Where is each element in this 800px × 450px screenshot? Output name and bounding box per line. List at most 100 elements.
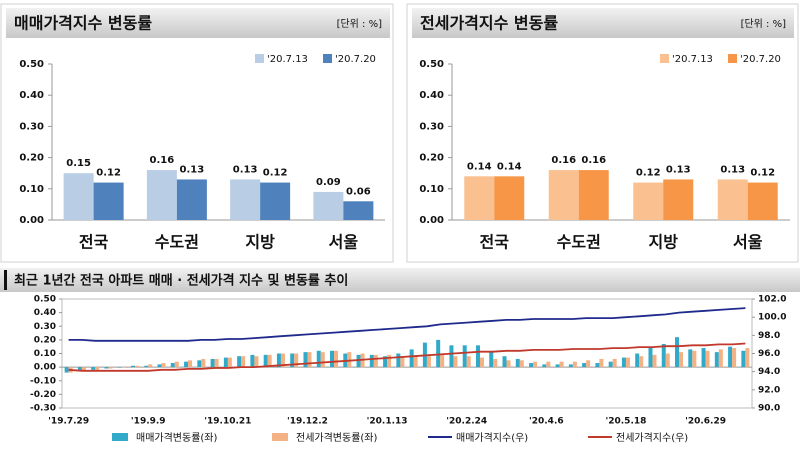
value-label: 0.14 bbox=[467, 161, 492, 172]
bar bbox=[290, 353, 295, 368]
x-tick-label: '19.12.2 bbox=[287, 417, 328, 427]
y-tick-label: 0.20 bbox=[19, 153, 44, 164]
bar bbox=[400, 356, 405, 368]
y-tick-label: 0.50 bbox=[19, 59, 44, 70]
bar bbox=[464, 176, 495, 220]
x-tick-label: '19.9.9 bbox=[131, 417, 166, 427]
bar bbox=[280, 353, 285, 368]
bar bbox=[316, 350, 321, 368]
bar bbox=[148, 364, 153, 368]
bar bbox=[717, 179, 748, 220]
bar bbox=[449, 345, 454, 368]
x-tick-label: 전국 bbox=[79, 233, 109, 252]
bar bbox=[572, 361, 577, 368]
bar bbox=[489, 352, 494, 368]
bar bbox=[559, 361, 564, 368]
legend-label: 전세가격변동률(좌) bbox=[296, 431, 378, 444]
bar bbox=[462, 345, 467, 368]
bar bbox=[728, 346, 733, 368]
legend-swatch bbox=[323, 54, 332, 63]
y2-tick-label: 100.0 bbox=[758, 313, 786, 323]
bar bbox=[568, 364, 573, 368]
value-label: 0.14 bbox=[497, 161, 522, 172]
bar bbox=[356, 354, 361, 368]
bar bbox=[214, 358, 219, 368]
value-label: 0.16 bbox=[551, 155, 576, 166]
chart-title: 최근 1년간 전국 아파트 매매 · 전세가격 지수 및 변동률 추이 bbox=[14, 273, 348, 289]
y2-tick-label: 96.0 bbox=[758, 349, 780, 359]
x-tick-label: 서울 bbox=[733, 233, 763, 252]
x-tick-label: '19.7.29 bbox=[48, 417, 89, 427]
bar bbox=[475, 345, 480, 368]
legend-label: 전세가격지수(우) bbox=[616, 431, 688, 444]
bar bbox=[144, 365, 149, 368]
bar bbox=[130, 365, 135, 368]
bar bbox=[184, 361, 189, 368]
legend-label: '20.7.20 bbox=[740, 54, 781, 65]
unit-label: [단위 : %] bbox=[337, 17, 383, 30]
legend-label: '20.7.13 bbox=[672, 54, 713, 65]
x-tick-label: 수도권 bbox=[557, 233, 601, 252]
bar bbox=[714, 352, 719, 368]
value-label: 0.16 bbox=[150, 155, 175, 166]
bar bbox=[157, 364, 162, 368]
legend-swatch bbox=[660, 54, 669, 63]
x-tick-label: 수도권 bbox=[155, 233, 199, 252]
bar bbox=[188, 360, 193, 368]
value-label: 0.06 bbox=[346, 186, 371, 197]
x-tick-label: '20.4.6 bbox=[529, 417, 564, 427]
y-tick-label: 0.10 bbox=[34, 349, 56, 359]
bar bbox=[608, 361, 613, 368]
value-label: 0.16 bbox=[581, 155, 606, 166]
bar bbox=[108, 367, 113, 369]
unit-label: [단위 : %] bbox=[741, 17, 787, 30]
bar bbox=[506, 360, 511, 368]
legend-swatch bbox=[255, 54, 264, 63]
bar bbox=[369, 354, 374, 368]
y-tick-label: -0.20 bbox=[30, 390, 56, 400]
bar bbox=[635, 353, 640, 368]
y-tick-label: 0.30 bbox=[419, 121, 444, 132]
bar bbox=[223, 357, 228, 368]
bar bbox=[95, 367, 100, 370]
bar bbox=[241, 356, 246, 368]
bar bbox=[227, 357, 232, 368]
line bbox=[68, 307, 746, 342]
bar bbox=[396, 353, 401, 368]
bar bbox=[267, 354, 272, 368]
bar bbox=[741, 350, 746, 368]
bar bbox=[533, 361, 538, 368]
bar bbox=[519, 360, 524, 368]
bar bbox=[705, 350, 710, 368]
bar bbox=[582, 363, 587, 368]
y-tick-label: 0.30 bbox=[34, 322, 56, 332]
y2-tick-label: 98.0 bbox=[758, 331, 780, 341]
y-tick-label: 0.00 bbox=[34, 363, 56, 373]
bar bbox=[117, 367, 122, 368]
bar bbox=[383, 356, 388, 368]
legend-swatch bbox=[728, 54, 737, 63]
bar bbox=[515, 358, 520, 368]
bar bbox=[121, 367, 126, 368]
bar bbox=[230, 179, 261, 220]
bar bbox=[747, 182, 778, 220]
bar bbox=[254, 356, 259, 368]
bar bbox=[343, 201, 374, 220]
bar bbox=[347, 352, 352, 368]
bar bbox=[134, 365, 139, 368]
bar bbox=[679, 352, 684, 368]
bar bbox=[77, 367, 82, 372]
value-label: 0.13 bbox=[666, 164, 691, 175]
bar bbox=[548, 170, 579, 220]
value-label: 0.12 bbox=[750, 168, 775, 179]
x-tick-label: 지방 bbox=[245, 233, 275, 252]
line bbox=[68, 342, 746, 372]
y-tick-label: 0.20 bbox=[34, 335, 56, 345]
bar bbox=[176, 179, 207, 220]
bar bbox=[197, 360, 202, 368]
bar bbox=[578, 170, 609, 220]
legend-swatch bbox=[272, 433, 288, 441]
bar bbox=[174, 361, 179, 368]
bar bbox=[586, 360, 591, 368]
x-tick-label: 서울 bbox=[329, 233, 359, 252]
